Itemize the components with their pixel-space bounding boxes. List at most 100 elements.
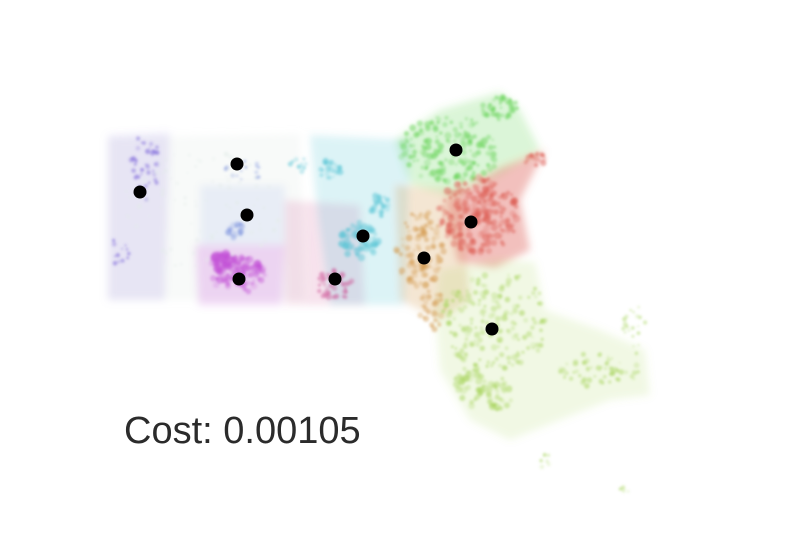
point-southeast: [510, 325, 516, 331]
point-northeast: [432, 148, 438, 153]
point-metrowest: [420, 267, 425, 273]
point-southeast: [621, 489, 626, 493]
point-southeast: [468, 402, 475, 410]
point-boston: [533, 155, 540, 162]
point-northeast: [475, 141, 483, 149]
point-southeast: [469, 276, 476, 283]
point-berkshire-north: [111, 241, 117, 247]
point-southeast: [494, 356, 499, 361]
point-northeast: [462, 171, 469, 178]
point-northeast: [436, 120, 440, 125]
point-southeast: [498, 286, 505, 293]
point-southeast: [599, 365, 604, 370]
point-northeast: [504, 115, 508, 118]
point-berkshire-north: [130, 156, 137, 162]
point-berkshire-north: [154, 150, 160, 156]
point-berkshire-north: [142, 141, 146, 145]
point-northeast: [463, 157, 467, 161]
point-northeast: [471, 170, 476, 175]
point-berkshire-north: [124, 244, 127, 247]
point-springfield: [234, 266, 238, 270]
point-boston: [455, 233, 461, 240]
point-southeast: [451, 345, 454, 349]
centroid-worcester: [356, 229, 370, 243]
point-southeast: [457, 307, 461, 310]
point-southeast: [469, 317, 474, 322]
point-southeast: [605, 361, 609, 365]
point-southeast: [624, 370, 629, 375]
point-metrowest: [421, 304, 424, 308]
point-boston: [509, 210, 516, 217]
point-southeast: [637, 343, 640, 347]
point-southeast: [450, 289, 457, 296]
point-boston: [454, 203, 459, 208]
point-southeast: [464, 341, 467, 345]
point-worcester: [334, 169, 337, 172]
point-southeast: [511, 354, 518, 361]
point-metrowest: [431, 274, 439, 283]
point-springfield: [223, 278, 227, 282]
point-worcester: [332, 175, 335, 179]
point-worcester-west: [324, 286, 330, 292]
point-berkshire-north: [140, 141, 143, 144]
point-southeast: [538, 301, 544, 307]
point-worcester: [338, 241, 344, 247]
point-northeast: [418, 173, 424, 179]
point-southeast: [512, 308, 518, 314]
centroid-metrowest: [417, 251, 431, 265]
point-worcester: [319, 173, 324, 178]
point-southeast: [479, 309, 485, 316]
point-springfield: [242, 260, 250, 269]
point-metrowest: [440, 248, 447, 255]
point-southeast: [454, 347, 458, 350]
point-southeast: [457, 294, 464, 301]
point-northeast: [468, 149, 472, 153]
point-southeast: [465, 289, 469, 293]
point-boston: [490, 224, 498, 232]
point-southeast: [608, 380, 612, 384]
point-metrowest: [432, 240, 435, 243]
point-northeast: [443, 177, 451, 185]
point-berkshire-north: [147, 181, 151, 185]
point-northeast: [412, 159, 416, 163]
point-southeast: [505, 281, 511, 288]
point-northeast: [463, 130, 467, 134]
point-southeast: [462, 366, 467, 371]
point-northwest: [259, 243, 264, 248]
point-southeast: [526, 346, 531, 350]
point-springfield: [257, 277, 261, 281]
point-worcester: [349, 223, 358, 232]
point-metrowest: [393, 246, 400, 254]
point-southeast: [473, 331, 481, 339]
point-southeast: [480, 319, 485, 324]
point-northeast: [435, 176, 441, 183]
point-northeast: [426, 153, 433, 160]
point-southeast: [608, 366, 614, 372]
point-northwest: [194, 265, 197, 268]
centroid-northeast: [449, 143, 463, 157]
point-southeast: [618, 361, 621, 364]
point-southeast: [510, 363, 515, 367]
point-southeast: [464, 355, 469, 359]
point-northwest: [195, 246, 199, 249]
point-springfield: [216, 276, 224, 284]
point-boston: [471, 202, 478, 208]
point-northwest: [245, 206, 248, 209]
point-boston: [510, 193, 514, 197]
point-southeast: [507, 273, 510, 277]
centroid-northwest: [230, 157, 244, 171]
point-northeast: [465, 166, 471, 172]
point-northeast: [511, 105, 516, 110]
point-springfield: [245, 280, 251, 286]
point-southeast: [497, 345, 500, 348]
point-boston: [506, 224, 514, 232]
point-northwest: [124, 189, 128, 193]
point-springfield: [251, 278, 256, 283]
point-northwest: [204, 257, 210, 262]
point-southeast: [532, 320, 538, 325]
point-southeast: [623, 331, 627, 334]
point-southeast: [491, 292, 498, 299]
point-southeast: [468, 299, 471, 303]
point-southeast: [512, 303, 518, 310]
point-southeast: [473, 290, 478, 295]
